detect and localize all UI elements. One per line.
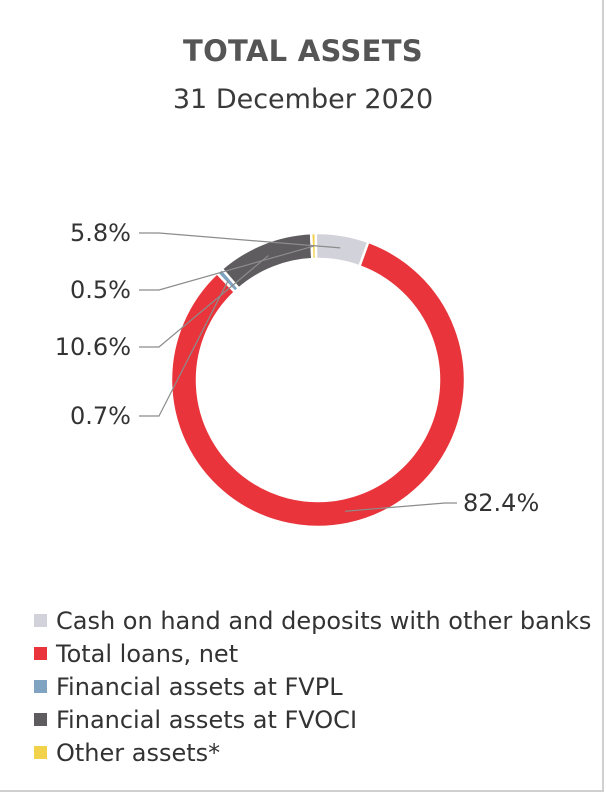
legend-swatch	[34, 614, 47, 627]
legend-item-total-loans-net: Total loans, net	[34, 637, 591, 670]
legend-swatch	[34, 647, 47, 660]
data-label-cash-on-hand-and-deposits-with-other-banks: 5.8%	[70, 219, 131, 247]
legend-item-financial-assets-at-fvpl: Financial assets at FVPL	[34, 670, 591, 703]
chart-title: TOTAL ASSETS	[183, 34, 423, 68]
data-label-total-loans-net: 82.4%	[463, 489, 539, 517]
legend-swatch	[34, 713, 47, 726]
leader-line-financial-assets-at-fvpl	[139, 280, 229, 417]
legend-item-cash-on-hand-and-deposits-with-other-banks: Cash on hand and deposits with other ban…	[34, 604, 591, 637]
donut-chart: 82.4% 0.7% 10.6% 0.5% 5.8%	[55, 219, 539, 529]
chart-subtitle: 31 December 2020	[172, 84, 434, 115]
legend-swatch	[34, 680, 47, 693]
data-label-financial-assets-at-fvoci: 10.6%	[55, 333, 131, 361]
leader-line-total-loans-net	[345, 502, 457, 512]
legend-swatch	[34, 746, 47, 759]
leader-line-financial-assets-at-fvoci	[139, 255, 269, 348]
slice-cash-on-hand-and-deposits-with-other-banks	[314, 231, 370, 268]
legend-item-other-assets: Other assets*	[34, 736, 591, 769]
legend-label: Financial assets at FVOCI	[56, 705, 358, 734]
data-label-financial-assets-at-fvpl: 0.7%	[70, 402, 131, 430]
legend-label: Cash on hand and deposits with other ban…	[56, 606, 592, 635]
legend-label: Other assets*	[56, 738, 221, 767]
legend-label: Total loans, net	[56, 639, 239, 668]
chart-legend: Cash on hand and deposits with other ban…	[34, 604, 591, 769]
data-label-other-assets: 0.5%	[70, 276, 131, 304]
leader-line-cash-on-hand-and-deposits-with-other-banks	[139, 232, 341, 249]
legend-item-financial-assets-at-fvoci: Financial assets at FVOCI	[34, 703, 591, 736]
leader-line-other-assets	[139, 245, 315, 291]
legend-label: Financial assets at FVPL	[56, 672, 343, 701]
slice-total-loans-net	[169, 240, 467, 529]
